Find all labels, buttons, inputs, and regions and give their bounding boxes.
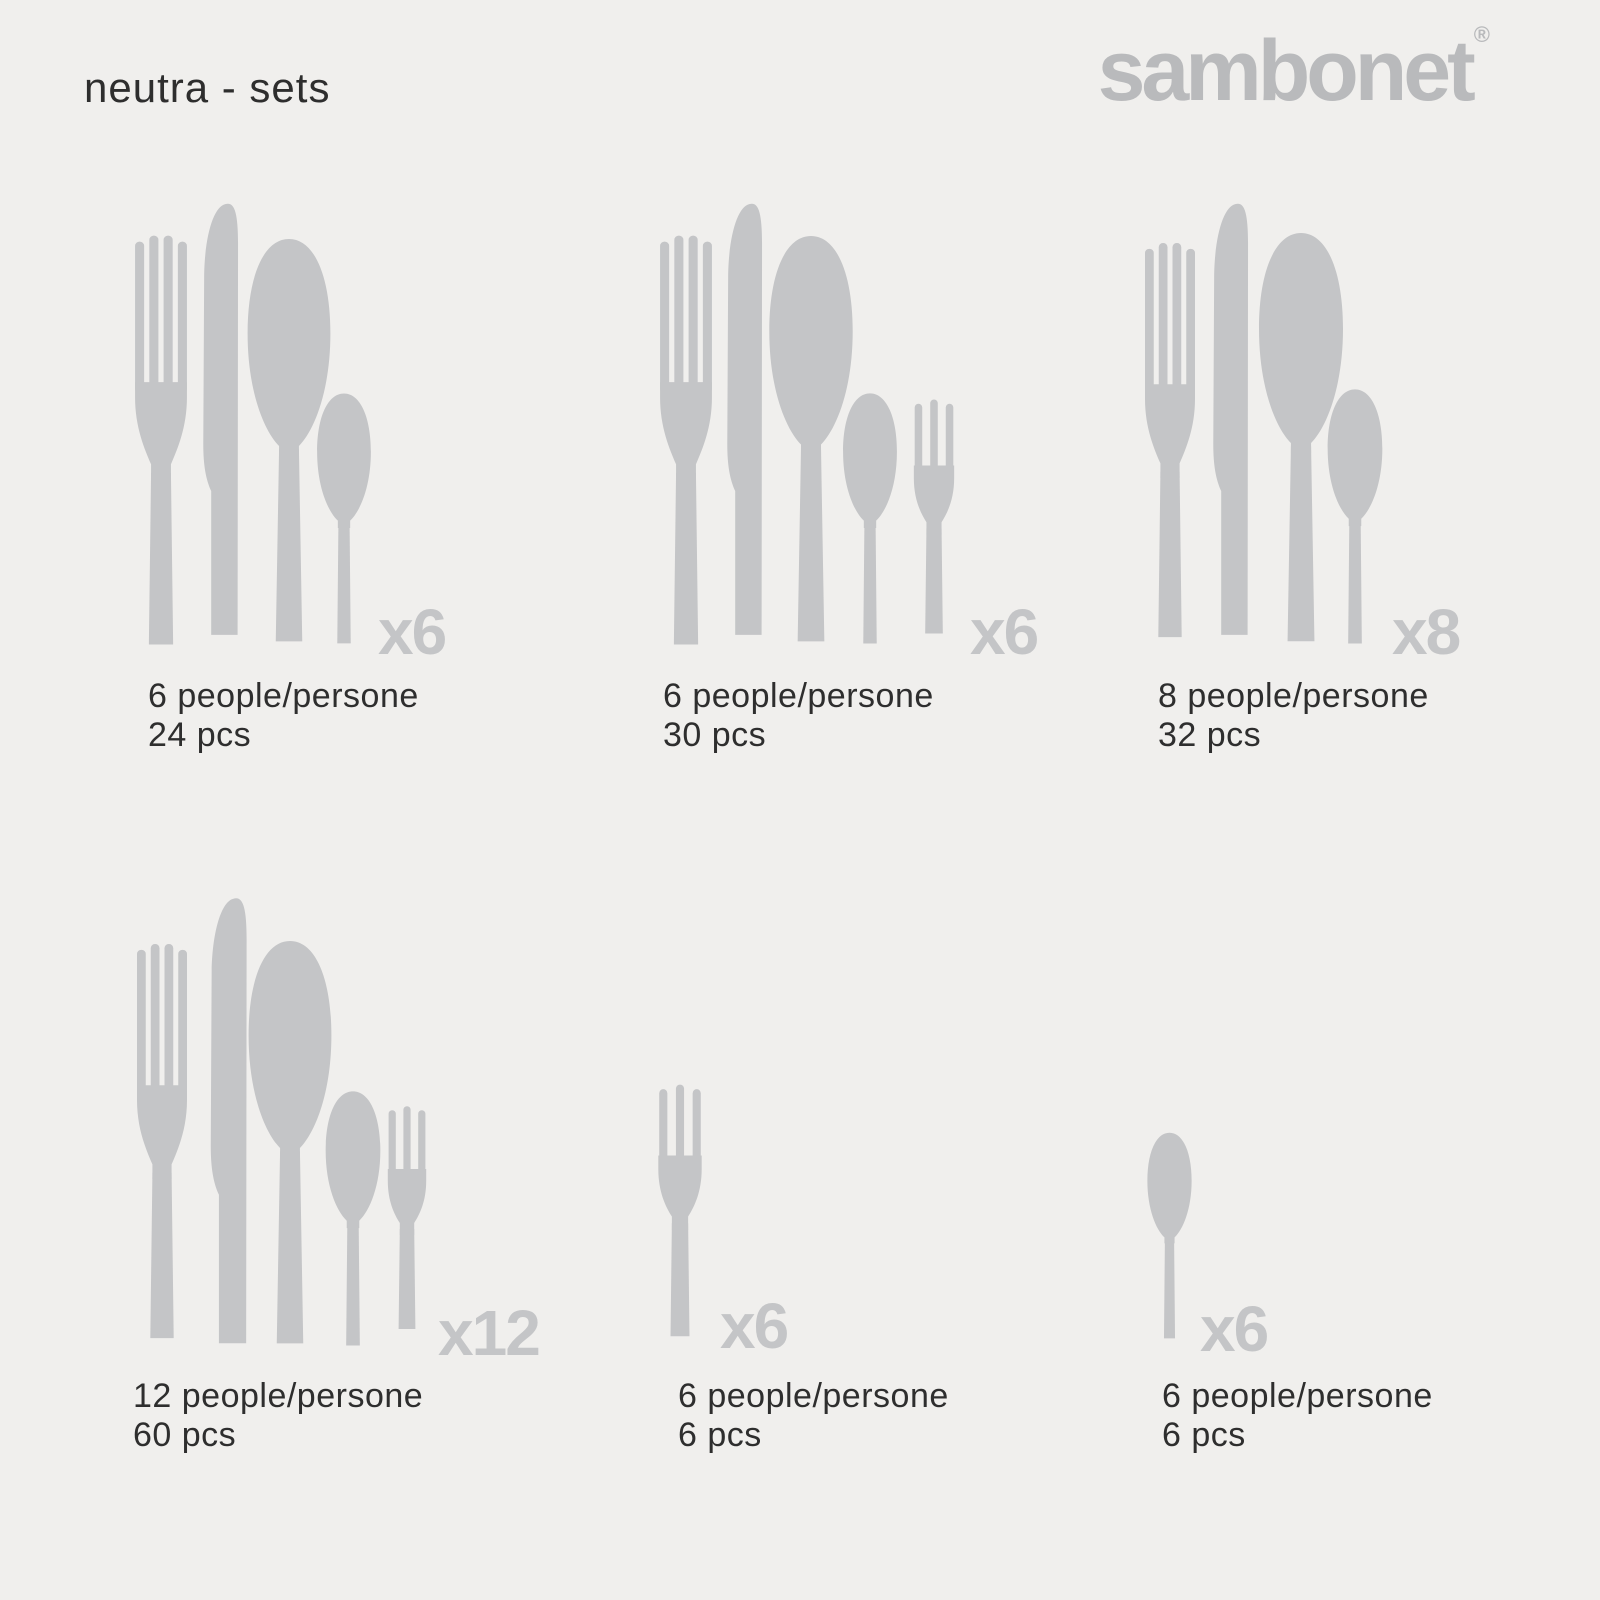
cake-fork-icon [657,1081,703,1343]
table-knife-icon [205,896,251,1350]
multiplier-label: x12 [438,1297,541,1369]
table-fork-icon [1145,233,1195,648]
multiplier-label: x6 [970,596,1039,668]
caption-pieces: 32 pcs [1158,716,1262,754]
multiplier-label: x8 [1392,596,1461,668]
brand-logo: sambonet® [1098,24,1490,114]
cake-fork-icon [913,388,955,648]
caption-pieces: 30 pcs [663,716,767,754]
table-spoon-icon [247,936,333,1350]
table-knife-icon [722,195,766,648]
table-fork-icon [135,233,187,648]
set-caption: 6 people/persone 6 pcs [1162,1377,1433,1455]
multiplier-label: x6 [1200,1293,1269,1365]
registered-trademark-icon: ® [1473,22,1490,48]
set-caption: 6 people/persone 24 pcs [148,677,419,755]
tea-spoon-icon [316,390,372,648]
caption-pieces: 6 pcs [1162,1416,1246,1454]
multiplier-label: x6 [378,596,447,668]
caption-pieces: 24 pcs [148,716,252,754]
cake-fork-icon [387,1088,427,1350]
tea-spoon-icon [324,1088,382,1350]
table-knife-icon [1208,195,1252,648]
caption-pieces: 60 pcs [133,1416,237,1454]
table-knife-icon [198,195,242,648]
tea-spoon-icon [1325,386,1385,648]
caption-people: 12 people/persone [133,1377,424,1415]
set-caption: 8 people/persone 32 pcs [1158,677,1429,755]
brand-wordmark: sambonet [1097,23,1476,119]
caption-pieces: 6 pcs [678,1416,762,1454]
multiplier-label: x6 [720,1290,789,1362]
caption-people: 8 people/persone [1158,677,1429,715]
set-caption: 12 people/persone 60 pcs [133,1377,423,1455]
table-fork-icon [660,233,712,648]
caption-people: 6 people/persone [148,677,419,715]
set-caption: 6 people/persone 30 pcs [663,677,934,755]
tea-spoon-icon [841,390,899,648]
page-title: neutra - sets [84,64,331,111]
caption-people: 6 people/persone [663,677,934,715]
table-fork-icon [137,933,187,1350]
caption-people: 6 people/persone [678,1377,949,1415]
caption-people: 6 people/persone [1162,1377,1433,1415]
set-caption: 6 people/persone 6 pcs [678,1377,949,1455]
tea-spoon-icon [1146,1130,1193,1342]
